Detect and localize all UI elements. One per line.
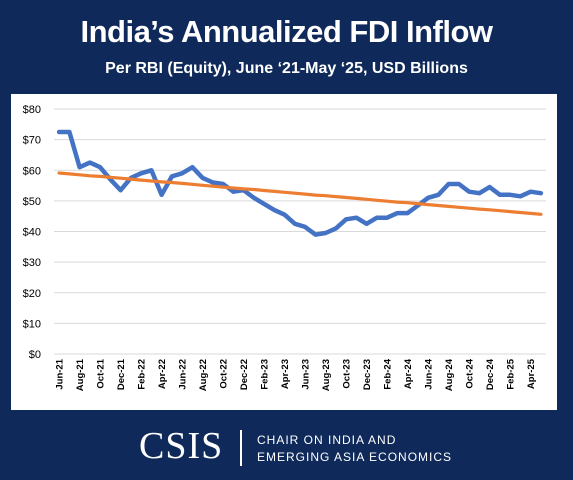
x-tick-label: Feb-22 (137, 359, 148, 390)
x-tick-label: Apr-24 (403, 358, 414, 389)
x-tick-label: Dec-21 (116, 358, 127, 390)
footer-divider (240, 430, 242, 466)
x-tick-label: Oct-23 (342, 359, 353, 389)
x-tick-label: Aug-23 (321, 359, 332, 391)
x-tick-label: Aug-21 (75, 358, 86, 391)
y-tick-label: $70 (23, 135, 41, 147)
x-tick-label: Jun-23 (301, 359, 312, 390)
x-tick-label: Oct-21 (96, 358, 107, 388)
x-tick-label: Aug-24 (444, 358, 455, 391)
x-tick-label: Aug-22 (198, 359, 209, 391)
y-tick-label: $80 (23, 104, 41, 116)
fdi-line-chart: $0 $10 $20 $30 $40 $50 $60 $70 $80 Jun-21 Aug-21 Oc… (23, 104, 546, 391)
org-name-line-1: CHAIR ON INDIA AND (257, 433, 397, 447)
x-tick-label: Jun-21 (55, 358, 66, 389)
y-tick-label: $40 (23, 227, 41, 239)
x-tick-label: Jun-24 (424, 358, 435, 389)
y-tick-label: $0 (29, 349, 41, 361)
y-tick-label: $30 (23, 257, 41, 269)
chart-title: India’s Annualized FDI Inflow (80, 14, 493, 49)
x-tick-label: Oct-24 (465, 358, 476, 388)
y-tick-label: $20 (23, 288, 41, 300)
x-tick-label: Apr-22 (157, 359, 168, 389)
y-tick-label: $50 (23, 196, 41, 208)
csis-logo: CSIS (139, 425, 224, 467)
x-tick-label: Feb-25 (506, 358, 517, 389)
fdi-series-line (56, 129, 544, 237)
x-tick-label: Dec-24 (485, 358, 496, 390)
x-tick-label: Dec-22 (239, 359, 250, 390)
y-tick-label: $10 (23, 318, 41, 330)
x-tick-label: Oct-22 (219, 359, 230, 389)
trendline (57, 171, 543, 216)
x-tick-label: Jun-22 (178, 359, 189, 390)
y-tick-label: $60 (23, 165, 41, 177)
x-tick-label: Dec-23 (362, 359, 373, 390)
x-tick-label: Feb-24 (383, 358, 394, 389)
x-tick-label: Apr-25 (526, 358, 537, 389)
x-tick-label: Apr-23 (280, 359, 291, 389)
org-name: CHAIR ON INDIA AND EMERGING ASIA ECONOMI… (257, 432, 452, 466)
org-name-line-2: EMERGING ASIA ECONOMICS (257, 450, 453, 464)
x-tick-label: Feb-23 (260, 359, 271, 390)
plot-area: $0 $10 $20 $30 $40 $50 $60 $70 $80 Jun-21 Aug-21 Oc… (11, 94, 557, 410)
footer: CSIS CHAIR ON INDIA AND EMERGING ASIA EC… (0, 420, 573, 480)
chart-subtitle: Per RBI (Equity), June ‘21-May ‘25, USD … (105, 60, 468, 77)
